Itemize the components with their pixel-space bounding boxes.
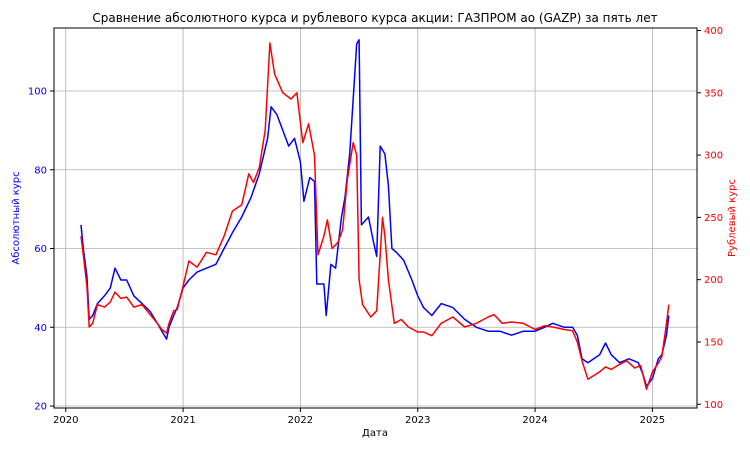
chart-title: Сравнение абсолютного курса и рублевого …: [92, 11, 657, 25]
y-left-tick-label: 60: [34, 244, 47, 255]
x-tick-label: 2023: [405, 415, 430, 426]
y-right-tick-label: 150: [704, 337, 723, 348]
y-right-tick-label: 100: [704, 400, 723, 411]
y-left-tick-label: 20: [34, 402, 47, 413]
grid: [54, 28, 697, 408]
y-left-tick-label: 100: [28, 87, 47, 98]
x-axis-title: Дата: [362, 428, 388, 439]
y-axis-right: 100 150 200 250 300 350 400: [697, 26, 723, 411]
series-line-ruble: [80, 42, 670, 391]
x-tick-label: 2020: [53, 415, 78, 426]
y-axis-left: 20 40 60 80 100: [28, 87, 54, 413]
y-left-tick-label: 80: [34, 165, 47, 176]
y-right-tick-label: 400: [704, 26, 723, 37]
y-right-tick-label: 250: [704, 213, 723, 224]
x-axis: 2020 2021 2022 2023 2024 2025: [53, 408, 665, 426]
y-axis-right-title: Рублевый курс: [727, 179, 738, 257]
y-axis-left-title: Абсолютный курс: [11, 171, 22, 264]
x-tick-label: 2021: [170, 415, 195, 426]
x-tick-label: 2025: [640, 415, 665, 426]
y-left-tick-label: 40: [34, 323, 47, 334]
series-group: [80, 39, 670, 391]
y-right-tick-label: 350: [704, 88, 723, 99]
series-line-absolute: [80, 39, 670, 388]
y-right-tick-label: 200: [704, 275, 723, 286]
x-tick-label: 2022: [288, 415, 313, 426]
y-right-tick-label: 300: [704, 151, 723, 162]
x-tick-label: 2024: [522, 415, 547, 426]
plot-frame: [53, 27, 698, 409]
